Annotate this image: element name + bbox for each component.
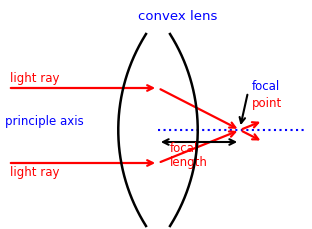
Text: length: length xyxy=(170,156,208,169)
Text: focal: focal xyxy=(170,142,198,155)
Text: focal: focal xyxy=(252,80,280,93)
Text: light ray: light ray xyxy=(10,72,60,85)
Text: convex lens: convex lens xyxy=(138,10,218,23)
Text: point: point xyxy=(252,97,282,110)
Text: principle axis: principle axis xyxy=(5,115,84,128)
Text: light ray: light ray xyxy=(10,166,60,179)
